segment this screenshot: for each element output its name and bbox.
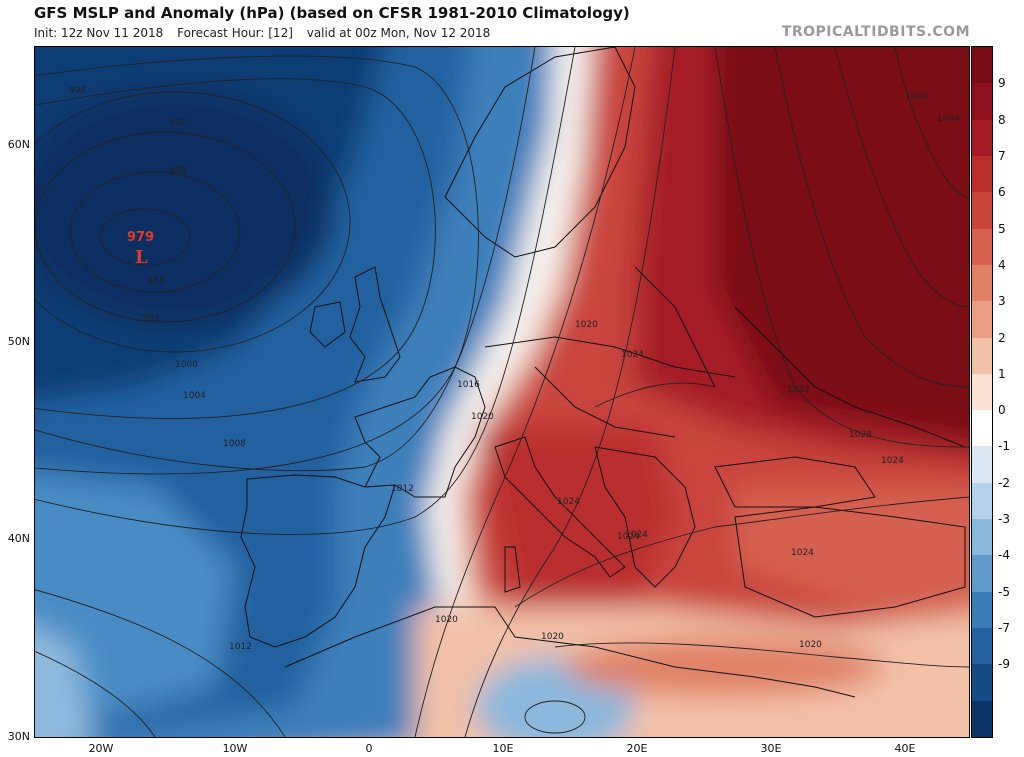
lon-label-20e: 20E: [626, 742, 648, 755]
isobar-label: 1024: [881, 456, 904, 466]
colorbar-segment: [972, 628, 992, 665]
colorbar-segment: [972, 700, 992, 738]
colorbar-segment: [972, 373, 992, 411]
isobar-label: 1020: [541, 632, 564, 642]
isobar-label: 1024: [621, 350, 644, 360]
lon-label-0: 0: [365, 742, 373, 755]
low-pressure-value: 979: [127, 230, 154, 245]
isobar-label: 1016: [457, 380, 480, 390]
lon-label-40e: 40E: [894, 742, 916, 755]
anomaly-colorbar: [971, 46, 993, 738]
lat-label-60n: 60N: [7, 138, 30, 151]
colorbar-segment: [972, 591, 992, 629]
colorbar-tick-label: 6: [998, 185, 1006, 200]
colorbar-tick-label: 7: [998, 148, 1006, 163]
lat-label-50n: 50N: [7, 335, 30, 348]
colorbar-tick-label: -9: [998, 657, 1010, 672]
isobar-label: 1000: [175, 360, 198, 370]
isobar-label: 988: [169, 166, 186, 176]
colorbar-segment: [972, 482, 992, 520]
low-pressure-symbol: L: [135, 247, 148, 268]
lon-label-10w: 10W: [222, 742, 248, 755]
map-subtitle: Init: 12z Nov 11 2018 Forecast Hour: [12…: [34, 26, 500, 40]
colorbar-segment: [972, 192, 992, 230]
isobar-label: 1028: [849, 430, 872, 440]
colorbar-tick-label: 0: [998, 403, 1006, 418]
colorbar-segment: [972, 301, 992, 339]
colorbar-segment: [972, 337, 992, 375]
isobar-label: 1020: [435, 615, 458, 625]
isobars: [35, 47, 969, 737]
lat-label-40n: 40N: [7, 532, 30, 545]
lon-label-10e: 10E: [492, 742, 514, 755]
colorbar-segment: [972, 47, 992, 84]
isobar-label: 996: [69, 86, 86, 96]
colorbar-segment: [972, 664, 992, 702]
map-panel: 996 992 988 984 992 1000 1004 1008 1012 …: [34, 46, 970, 738]
isobar-label: 992: [143, 314, 160, 324]
colorbar-tick-label: -1: [998, 439, 1010, 454]
lon-label-20w: 20W: [88, 742, 114, 755]
colorbar-segment: [972, 446, 992, 484]
map-title: GFS MSLP and Anomaly (hPa) (based on CFS…: [34, 4, 630, 22]
colorbar-tick-label: 9: [998, 76, 1006, 91]
colorbar-segment: [972, 264, 992, 302]
colorbar-tick-label: -3: [998, 512, 1010, 527]
isobar-label: 1020: [799, 640, 822, 650]
isobar-label: 1024: [617, 532, 640, 542]
colorbar-segment: [972, 519, 992, 556]
colorbar-segment: [972, 119, 992, 157]
colorbar-tick-label: -5: [998, 584, 1010, 599]
isobar-label: 1020: [575, 320, 598, 330]
colorbar-tick-label: 4: [998, 257, 1006, 272]
colorbar-tick-label: -2: [998, 475, 1010, 490]
isobar-label: 1024: [557, 497, 580, 507]
isobar-label-group: 996 992 988 984 992 1000 1004 1008 1012 …: [69, 86, 960, 652]
colorbar-segment: [972, 155, 992, 193]
isobar-label: 1008: [223, 439, 246, 449]
isobar-label: 1024: [791, 548, 814, 558]
colorbar-tick-label: 1: [998, 366, 1006, 381]
colorbar-tick-label: 3: [998, 294, 1006, 309]
isobar-label: 992: [169, 118, 186, 128]
isobar-label: 984: [147, 276, 164, 286]
lat-label-30n: 30N: [7, 730, 30, 743]
lon-label-30e: 30E: [760, 742, 782, 755]
isobar-label: 1012: [391, 484, 414, 494]
colorbar-segment: [972, 228, 992, 266]
coastlines: [240, 47, 966, 698]
colorbar-segment: [972, 555, 992, 593]
low-pressure-center: 979 L: [127, 230, 154, 268]
isobar-label: 1020: [471, 412, 494, 422]
colorbar-segment: [972, 410, 992, 447]
isobar-label: 1040: [905, 92, 928, 102]
colorbar-tick-label: 5: [998, 221, 1006, 236]
site-credit: TROPICALTIDBITS.COM: [781, 24, 970, 40]
forecast-hour: Forecast Hour: [12]: [177, 26, 293, 40]
colorbar-tick-label: -7: [998, 621, 1010, 636]
colorbar-segment: [972, 83, 992, 121]
isobar-label: 1004: [183, 391, 206, 401]
valid-time: valid at 00z Mon, Nov 12 2018: [306, 26, 491, 40]
isobar-label: 1044: [937, 114, 960, 124]
anomaly-field: [35, 47, 969, 737]
isobar-label: 1032: [787, 385, 810, 395]
init-time: Init: 12z Nov 11 2018: [34, 26, 164, 40]
colorbar-tick-label: -4: [998, 548, 1010, 563]
isobar-label: 1024: [625, 530, 648, 540]
colorbar-tick-label: 8: [998, 112, 1006, 127]
anomaly-map: 996 992 988 984 992 1000 1004 1008 1012 …: [35, 47, 969, 737]
isobar-label: 1012: [229, 642, 252, 652]
colorbar-tick-label: 2: [998, 330, 1006, 345]
